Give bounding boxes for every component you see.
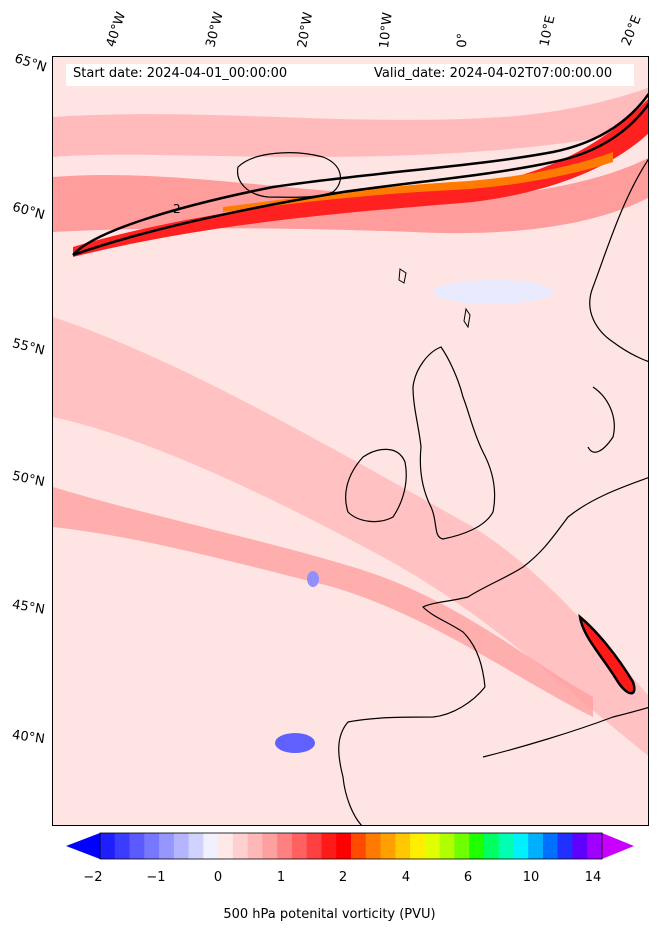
colorbar-tick: 0 [213, 870, 223, 885]
colorbar-swatch [498, 833, 514, 859]
lon-label-10e: 10°E [537, 14, 559, 49]
colorbar-swatch [380, 833, 396, 859]
pv-field-map: 2 [53, 57, 648, 825]
colorbar-swatch [144, 833, 160, 859]
denmark-outline [587, 386, 615, 453]
great-britain-outline [412, 346, 496, 540]
lat-label-65n: 65°N [12, 51, 49, 76]
colorbar-swatch [232, 833, 249, 859]
valid-date-text: Valid_date: 2024-04-02T07:00:00.00 [374, 66, 613, 81]
lon-label-40w: 40°W [103, 10, 130, 49]
faroe-outline [398, 268, 407, 284]
colorbar-swatch [424, 833, 441, 859]
colorbar-tick: −2 [83, 870, 103, 885]
lon-label-0: 0° [455, 32, 471, 48]
date-header-box [66, 64, 634, 86]
colorbar-swatch [336, 833, 352, 859]
pv-jet-core [73, 99, 648, 257]
colorbar-swatch [262, 833, 278, 859]
colorbar-swatch [218, 833, 234, 859]
pv-contour-2-south [72, 102, 648, 257]
colorbar-frame [99, 832, 603, 860]
colorbar-tick: 14 [584, 870, 602, 885]
colorbar-swatch [410, 833, 426, 859]
scandinavia-outline [589, 159, 648, 362]
colorbar-tick: 10 [522, 870, 540, 885]
lat-label-45n: 45°N [10, 597, 46, 618]
colorbar-swatch [129, 833, 145, 859]
lon-label-20e: 20°E [619, 13, 645, 48]
map-panel[interactable]: 2 [52, 56, 649, 826]
colorbar-swatch [159, 833, 175, 859]
lon-label-10w: 10°W [377, 11, 396, 50]
colorbar-tick: 1 [276, 870, 286, 885]
colorbar-swatch [469, 833, 485, 859]
colorbar-swatch [454, 833, 470, 859]
colorbar-over-arrow [602, 833, 634, 859]
colorbar-swatch [395, 833, 411, 859]
iberia-outline [338, 686, 486, 825]
lon-label-20w: 20°W [295, 11, 317, 50]
colorbar-swatch [247, 833, 263, 859]
colorbar-swatches [100, 833, 603, 859]
lon-label-30w: 30°W [203, 10, 227, 49]
lat-label-55n: 55°N [10, 336, 47, 359]
colorbar-tick: 2 [338, 870, 348, 885]
colorbar-swatch [587, 833, 603, 859]
colorbar-swatch [557, 833, 573, 859]
shetland-outline [463, 307, 471, 329]
colorbar-swatch [513, 833, 529, 859]
colorbar-swatch [173, 833, 190, 859]
mediterranean-coast-outline [482, 706, 648, 758]
ireland-outline [345, 448, 407, 523]
colorbar [66, 832, 634, 860]
lat-label-40n: 40°N [11, 727, 46, 748]
lat-label-50n: 50°N [10, 468, 46, 491]
pv-negative-patch-small [307, 571, 319, 587]
colorbar-swatch [483, 833, 500, 859]
colorbar-swatch [277, 833, 293, 859]
start-date-text: Start date: 2024-04-01_00:00:00 [73, 66, 288, 81]
pv-negative-patch [275, 733, 315, 753]
contour-label: 2 [173, 202, 181, 216]
colorbar-swatch [439, 833, 455, 859]
colorbar-swatch [365, 833, 382, 859]
colorbar-swatch [114, 833, 131, 859]
colorbar-swatch [572, 833, 588, 859]
pv-contour-2-southeast [578, 613, 636, 695]
colorbar-swatch [528, 833, 544, 859]
pv-band-midlat [53, 317, 648, 756]
iceland-outline [237, 152, 341, 198]
colorbar-tick: −1 [146, 870, 166, 885]
colorbar-swatch [203, 833, 219, 859]
lat-label-60n: 60°N [10, 199, 47, 224]
colorbar-under-arrow [66, 833, 100, 859]
colorbar-swatch [321, 833, 337, 859]
colorbar-swatch [100, 833, 116, 859]
colorbar-swatch [542, 833, 559, 859]
colorbar-label: 500 hPa potenital vorticity (PVU) [223, 907, 436, 922]
colorbar-tick: 4 [401, 870, 411, 885]
pv-light-patch [433, 280, 553, 304]
pv-band-north [53, 87, 648, 157]
colorbar-swatch [306, 833, 322, 859]
pv-contour-2-north [72, 92, 648, 256]
pv-band-southern [53, 487, 593, 717]
colorbar-swatch [188, 833, 204, 859]
colorbar-swatch [351, 833, 367, 859]
colorbar-swatch [291, 833, 308, 859]
continental-coast-outline [421, 477, 648, 688]
colorbar-tick: 6 [463, 870, 473, 885]
